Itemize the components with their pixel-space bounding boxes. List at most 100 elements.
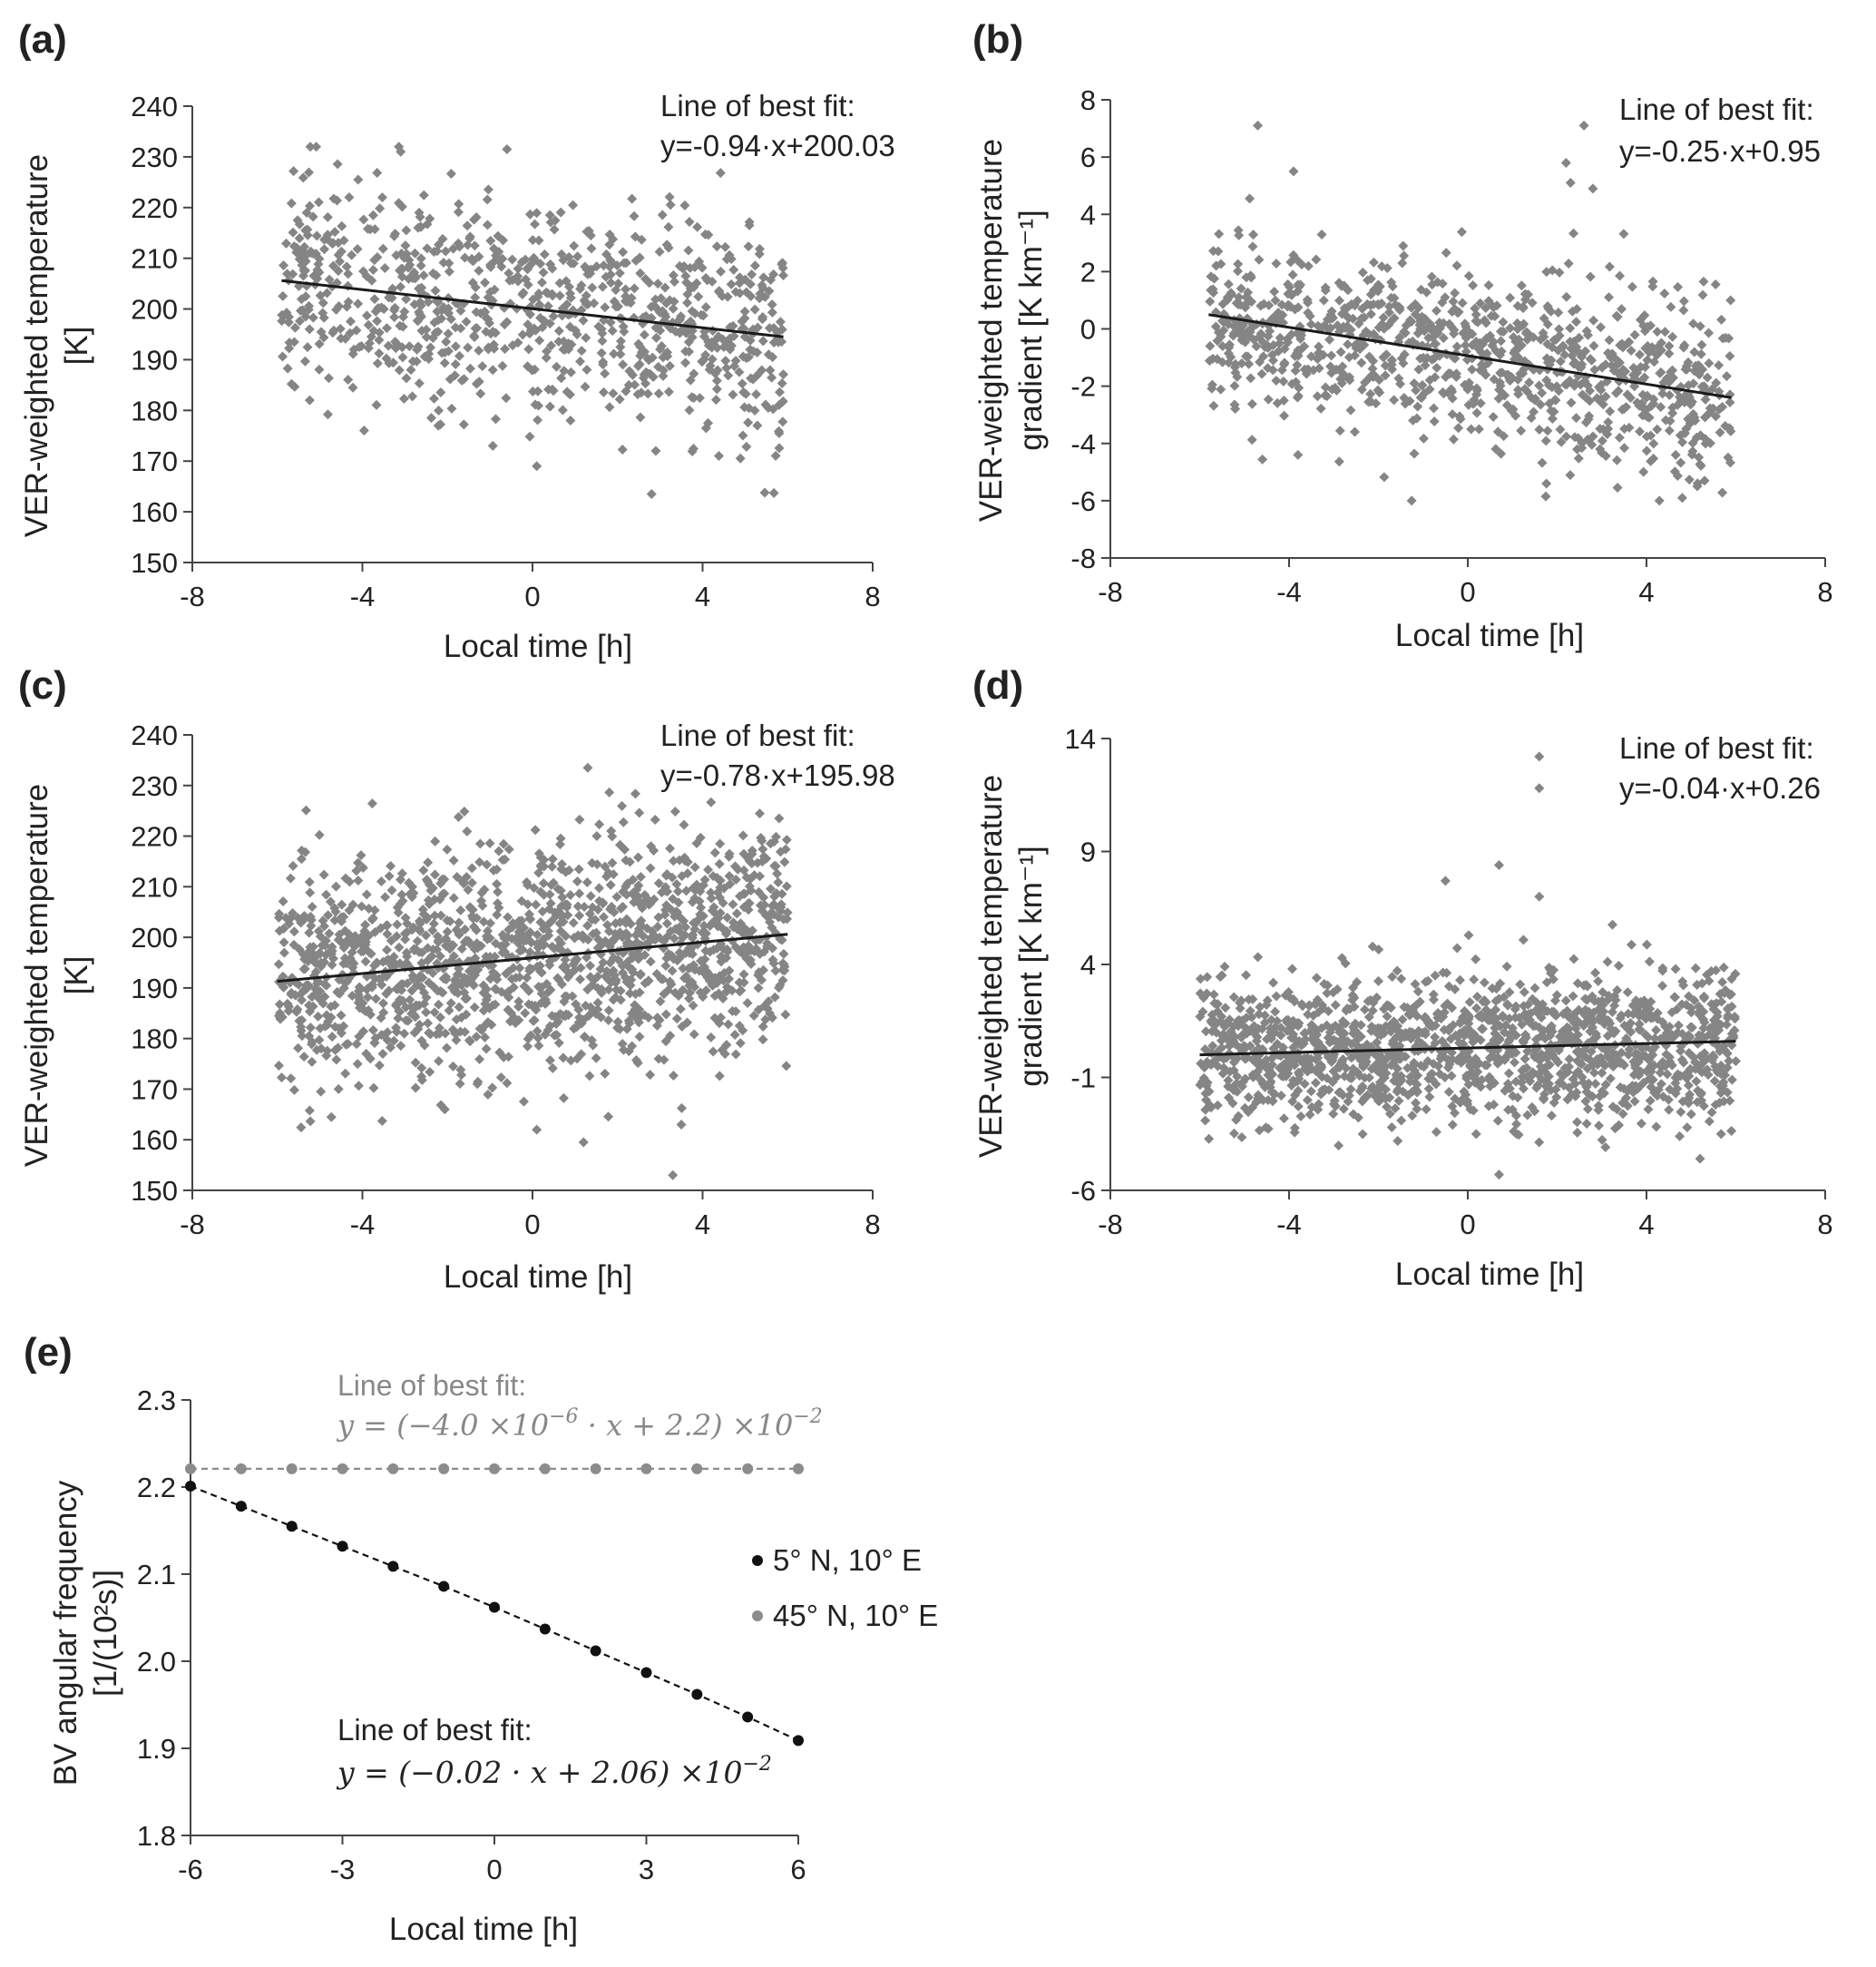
scatter-point: [574, 910, 585, 921]
scatter-point: [468, 256, 479, 267]
scatter-point: [400, 240, 411, 251]
scatter-point: [397, 895, 408, 906]
scatter-point: [1279, 359, 1290, 370]
scatter-point: [503, 912, 513, 923]
scatter-point: [1438, 333, 1449, 344]
scatter-point: [1456, 1039, 1467, 1050]
scatter-point: [353, 876, 364, 886]
scatter-point: [556, 858, 567, 869]
scatter-point: [542, 346, 552, 357]
scatter-point: [288, 166, 299, 177]
scatter-point: [676, 1102, 687, 1113]
scatter-point: [1373, 279, 1383, 290]
scatter-point: [294, 219, 305, 230]
scatter-point: [1542, 426, 1553, 436]
scatter-point: [1593, 975, 1604, 986]
scatter-point: [1682, 1122, 1693, 1133]
scatter-point: [312, 978, 323, 989]
scatter-point: [1383, 307, 1394, 318]
scatter-point: [565, 1055, 576, 1066]
scatter-point: [1421, 1104, 1431, 1115]
scatter-point: [1665, 1056, 1676, 1067]
panel-label-d: (d): [972, 663, 1023, 708]
scatter-point: [348, 940, 359, 951]
scatter-point: [274, 925, 285, 936]
scatter-point: [281, 238, 292, 249]
scatter-point: [1392, 1135, 1403, 1146]
y-tick-label-a: 170: [131, 445, 178, 477]
scatter-point: [1286, 1032, 1297, 1043]
scatter-point: [304, 201, 315, 211]
scatter-point: [738, 922, 748, 933]
scatter-point: [1272, 397, 1283, 408]
scatter-point: [1677, 436, 1688, 447]
scatter-point: [366, 798, 377, 809]
scatter-point: [598, 260, 609, 271]
scatter-point: [594, 819, 605, 830]
scatter-point: [780, 1009, 791, 1020]
scatter-point: [583, 1010, 594, 1021]
scatter-point: [1510, 1003, 1520, 1014]
scatter-point: [1311, 973, 1322, 984]
scatter-point: [580, 261, 591, 272]
scatter-point: [1438, 387, 1449, 397]
scatter-point: [1232, 326, 1243, 337]
scatter-point: [1678, 305, 1689, 316]
scatter-point: [321, 1050, 332, 1061]
scatter-point: [718, 883, 729, 894]
scatter-point: [1689, 347, 1700, 357]
scatter-point: [440, 1028, 451, 1039]
scatter-point: [1462, 1099, 1473, 1110]
scatter-point: [639, 329, 650, 340]
scatter-point: [561, 931, 572, 942]
scatter-point: [685, 283, 696, 294]
scatter-point: [1584, 396, 1595, 406]
scatter-point: [1483, 296, 1494, 307]
scatter-point: [735, 1038, 746, 1049]
scatter-point: [1279, 410, 1290, 421]
scatter-point: [304, 300, 315, 311]
scatter-point: [474, 856, 485, 867]
scatter-point: [503, 966, 513, 977]
scatter-point: [300, 805, 311, 816]
scatter-point: [1490, 346, 1501, 357]
scatter-point: [1352, 976, 1363, 987]
scatter-point: [401, 294, 412, 305]
scatter-point: [354, 1031, 365, 1042]
scatter-point: [410, 273, 421, 284]
scatter-point: [1572, 978, 1583, 989]
scatter-point: [663, 221, 674, 232]
scatter-point: [1345, 405, 1356, 416]
scatter-point: [743, 905, 754, 915]
scatter-point: [1247, 322, 1258, 333]
scatter-point: [362, 992, 373, 1003]
scatter-point: [1343, 352, 1354, 363]
scatter-point: [1288, 993, 1299, 1004]
scatter-point: [1573, 361, 1584, 372]
scatter-point: [770, 831, 781, 842]
scatter-point: [668, 303, 679, 314]
scatter-point: [591, 1052, 601, 1063]
scatter-point: [1588, 1007, 1599, 1018]
scatter-point: [533, 1032, 543, 1043]
scatter-point: [427, 925, 438, 936]
scatter-point: [672, 886, 683, 896]
scatter-point: [1635, 349, 1646, 360]
scatter-point: [1673, 281, 1684, 292]
scatter-point: [1572, 1117, 1583, 1128]
scatter-point: [544, 401, 555, 412]
scatter-point: [706, 887, 717, 898]
scatter-point: [1503, 1068, 1514, 1079]
scatter-point: [394, 198, 405, 209]
scatter-point: [395, 994, 405, 1005]
scatter-point: [467, 905, 478, 915]
scatter-point: [772, 868, 783, 879]
scatter-point: [755, 871, 766, 882]
scatter-point: [1208, 400, 1219, 411]
scatter-point: [1471, 407, 1482, 418]
scatter-point: [300, 846, 311, 857]
scatter-point: [1380, 360, 1391, 371]
scatter-point: [1648, 453, 1659, 464]
scatter-point: [768, 487, 779, 498]
scatter-point: [772, 902, 783, 913]
